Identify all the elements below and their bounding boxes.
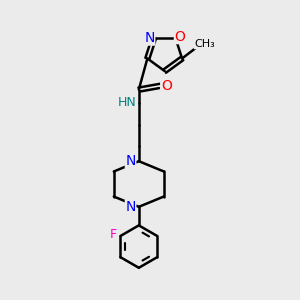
Text: N: N — [125, 200, 136, 214]
Text: CH₃: CH₃ — [194, 39, 215, 49]
Text: HN: HN — [118, 96, 137, 109]
Text: F: F — [110, 228, 117, 241]
Text: N: N — [125, 154, 136, 168]
Text: O: O — [161, 79, 172, 93]
Text: N: N — [144, 31, 155, 45]
Text: O: O — [174, 30, 185, 44]
